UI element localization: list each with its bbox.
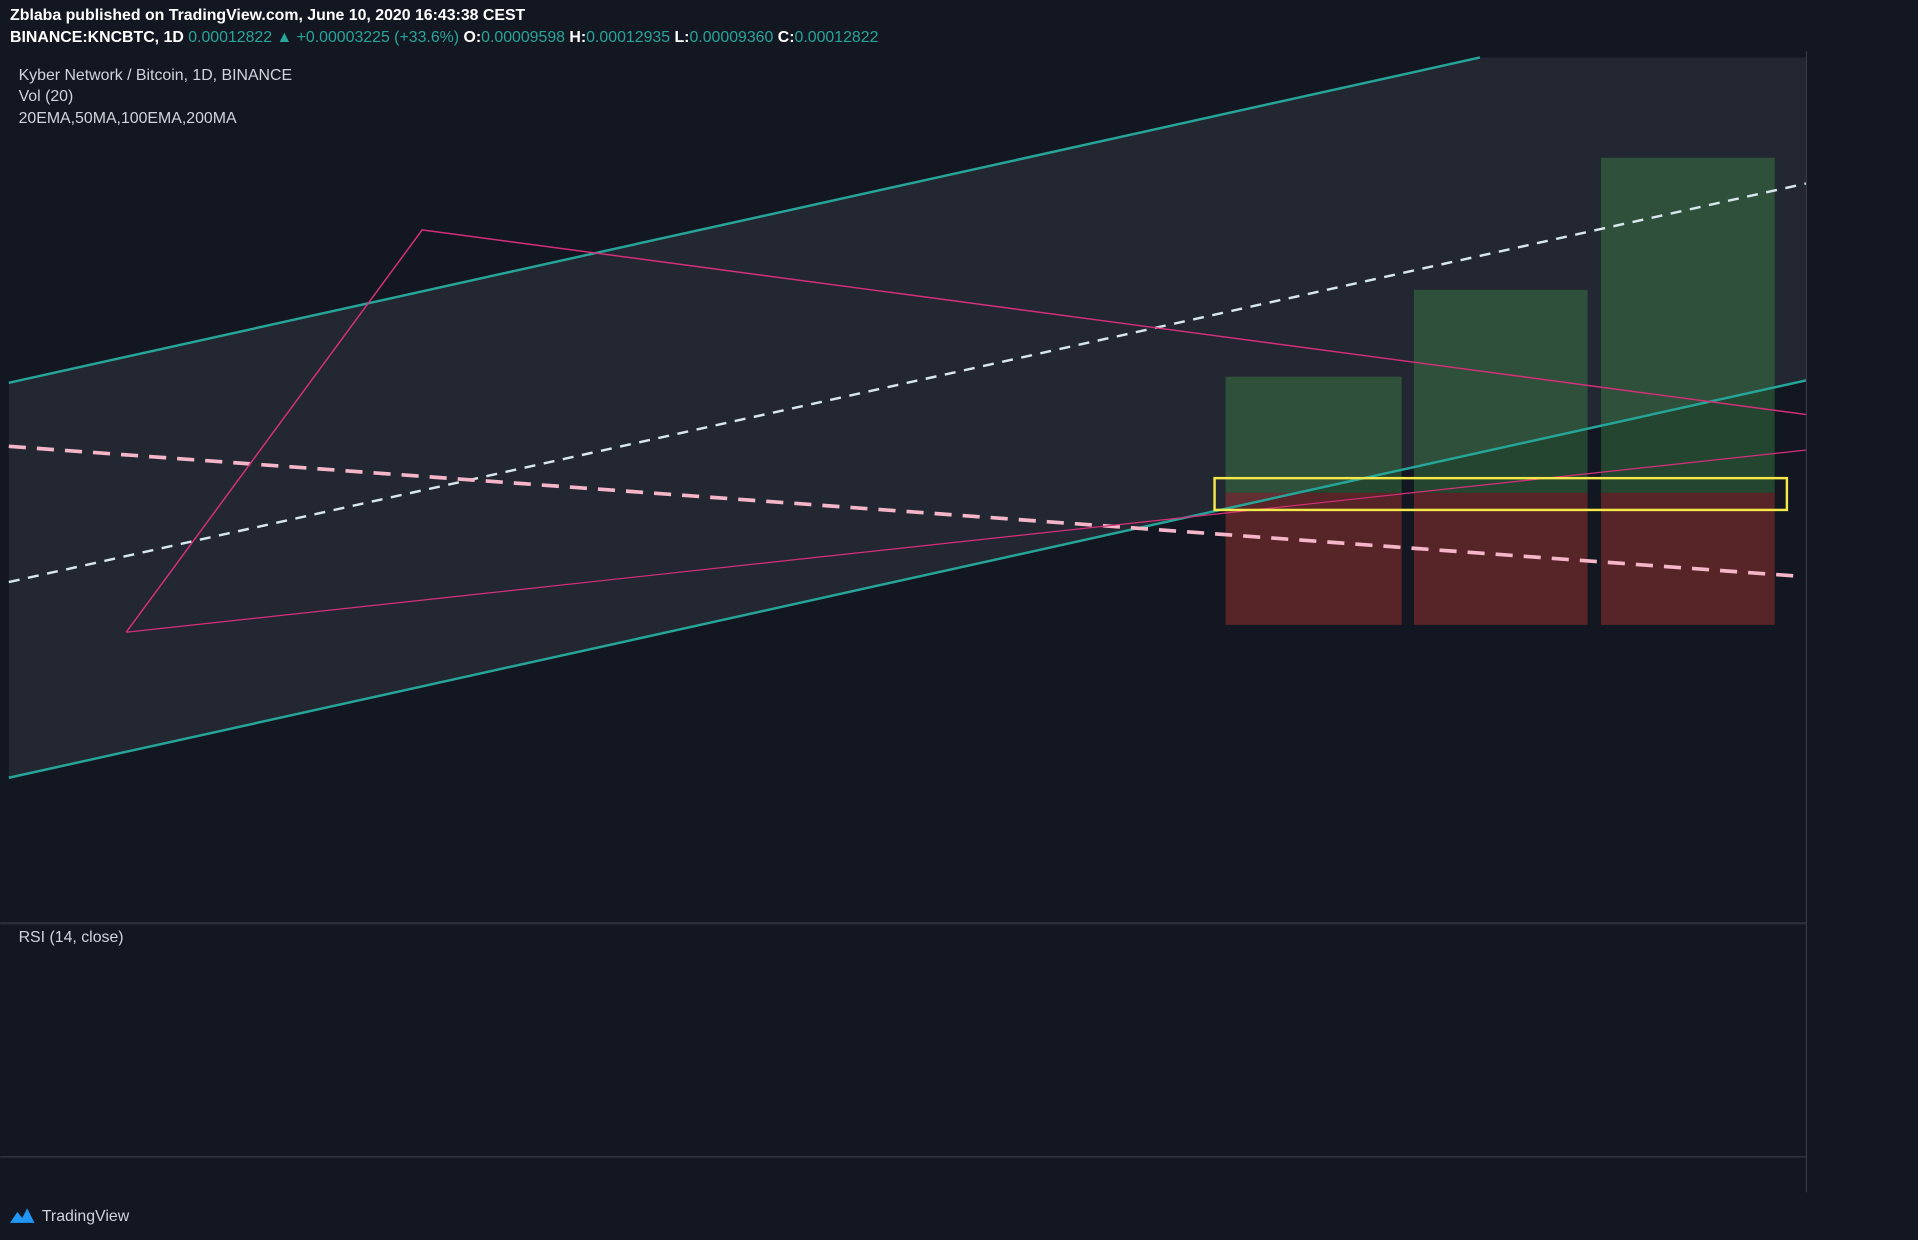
range-box	[1213, 476, 1789, 512]
target-zone	[1225, 376, 1402, 493]
ohlc-key: L:	[674, 29, 689, 46]
publisher: Zblaba published on TradingView.com, Jun…	[10, 7, 526, 24]
trend-line	[8, 182, 1807, 584]
volume-label: Vol (20)	[19, 88, 74, 105]
trend-line	[8, 56, 1481, 384]
ohlc-key: H:	[569, 29, 586, 46]
trend-line	[125, 229, 1807, 633]
last-price: 0.00012822	[188, 29, 272, 46]
stop-zone	[1601, 492, 1775, 625]
trend-line	[8, 379, 1807, 779]
indicators-label: 20EMA,50MA,100EMA,200MA	[19, 110, 237, 127]
trend-line	[8, 444, 1796, 578]
channel-fill	[8, 57, 1807, 778]
change: ▲ +0.00003225 (+33.6%)	[277, 29, 460, 46]
symbol-line: BINANCE:KNCBTC, 1D 0.00012822 ▲ +0.00003…	[10, 29, 879, 46]
ohlc-value: 0.00009598	[481, 29, 565, 46]
ohlc-value: 0.00009360	[689, 29, 773, 46]
brand-logo	[10, 1208, 35, 1223]
ohlc-key: C:	[778, 29, 795, 46]
chart-title: Kyber Network / Bitcoin, 1D, BINANCE	[19, 67, 293, 84]
ohlc-value: 0.00012822	[795, 29, 879, 46]
brand: TradingView	[42, 1208, 130, 1225]
stop-zone	[1225, 492, 1402, 625]
trend-line	[126, 449, 1807, 633]
target-zone	[1413, 289, 1588, 493]
rsi-label: RSI (14, close)	[19, 929, 124, 946]
header-band	[0, 0, 1918, 52]
target-zone	[1601, 157, 1775, 493]
symbol: BINANCE:KNCBTC, 1D	[10, 29, 184, 46]
ohlc-key: O:	[463, 29, 481, 46]
ohlc-value: 0.00012935	[586, 29, 670, 46]
